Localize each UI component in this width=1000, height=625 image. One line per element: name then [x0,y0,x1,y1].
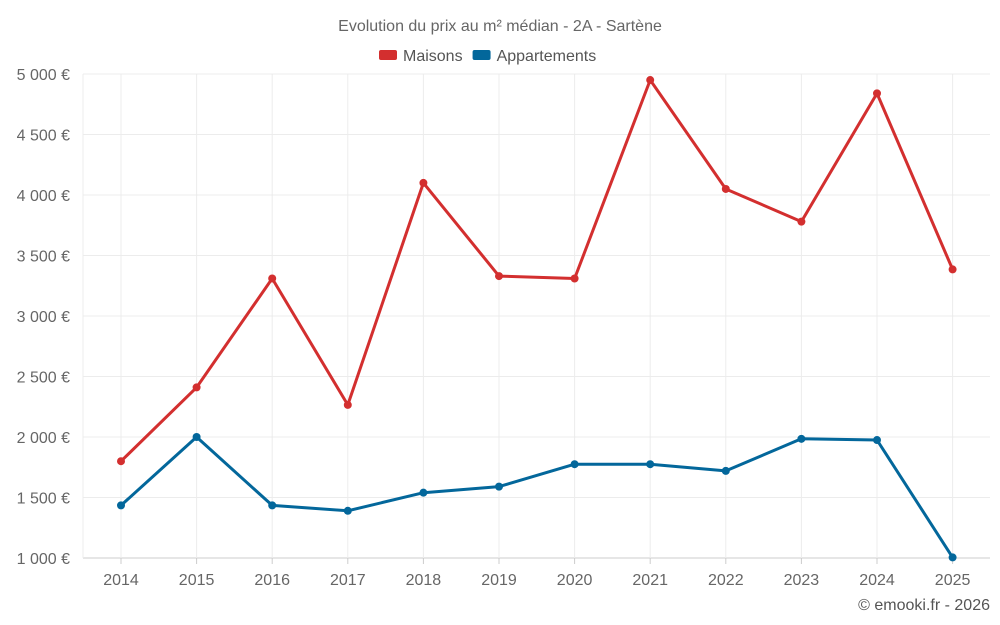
data-point-appartements[interactable] [797,434,806,443]
x-tick-label: 2022 [708,572,744,589]
data-point-maisons[interactable] [117,457,125,466]
y-tick-label: 4 000 € [17,188,70,205]
y-tick-label: 4 500 € [17,128,70,145]
y-tick-label: 2 000 € [17,430,70,447]
data-point-appartements[interactable] [192,433,201,441]
x-tick-label: 2019 [481,572,517,589]
legend: Maisons Appartements [379,48,596,65]
data-point-maisons[interactable] [419,178,428,187]
x-tick-label: 2016 [254,572,290,589]
y-tick-label: 1 500 € [17,491,70,508]
y-tick-label: 5 000 € [17,67,70,84]
y-tick-label: 2 500 € [17,370,70,387]
data-point-maisons[interactable] [192,383,201,392]
data-point-maisons[interactable] [948,265,957,274]
x-tick-label: 2021 [632,572,668,589]
data-point-maisons[interactable] [343,400,352,409]
x-tick-label: 2015 [179,572,215,589]
legend-swatch [379,50,397,60]
data-point-maisons[interactable] [797,217,806,226]
data-point-maisons[interactable] [646,76,655,85]
series-line-appartements [119,435,955,559]
x-tick-label: 2018 [406,572,442,589]
data-point-maisons[interactable] [721,184,730,193]
data-point-appartements[interactable] [343,506,352,515]
data-point-appartements[interactable] [721,466,730,475]
data-point-appartements[interactable] [948,553,957,562]
grid [82,73,990,559]
data-point-appartements[interactable] [570,460,579,469]
data-point-appartements[interactable] [495,482,503,491]
data-point-appartements[interactable] [117,501,125,510]
x-tick-label: 2024 [859,572,895,589]
chart-title: Evolution du prix au m² médian - 2A - Sa… [338,18,662,35]
data-point-maisons[interactable] [570,274,579,283]
y-tick-label: 3 500 € [17,249,70,266]
legend-item-appartements[interactable]: Appartements [472,48,597,65]
y-tick-label: 3 000 € [17,309,70,326]
data-point-maisons[interactable] [268,274,277,283]
series-line-maisons [119,78,955,463]
x-tick-label: 2020 [557,572,593,589]
data-point-appartements[interactable] [268,501,277,510]
x-tick-label: 2017 [330,572,366,589]
data-point-maisons[interactable] [495,272,503,281]
y-axis: 1 000 € 1 500 € 2 000 € 2 500 € 3 000 € 3 500… [17,67,70,568]
data-point-maisons[interactable] [873,89,881,98]
legend-label: Maisons [403,48,463,65]
x-tick-label: 2023 [784,572,820,589]
legend-item-maisons[interactable]: Maisons [379,48,463,65]
legend-label: Appartements [497,48,597,65]
data-point-appartements[interactable] [873,436,881,445]
data-point-appartements[interactable] [419,488,428,497]
series-group [117,76,957,562]
credit-text: © emooki.fr - 2026 [858,597,990,614]
legend-swatch [472,50,491,60]
y-tick-label: 1 000 € [17,551,70,568]
x-tick-label: 2025 [935,572,971,589]
x-axis: 2014 2015 2016 2017 2018 2019 2020 2021 2022 2023… [103,558,970,589]
x-tick-label: 2014 [103,572,139,589]
data-point-appartements[interactable] [646,460,655,469]
